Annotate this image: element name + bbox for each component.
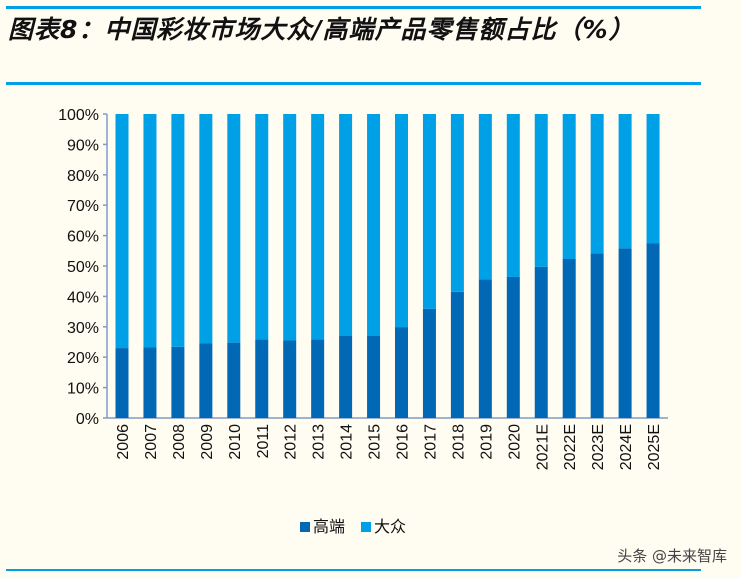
bar-mass bbox=[506, 114, 520, 277]
x-tick-label: 2018 bbox=[450, 424, 467, 460]
legend-item-mass: 大众 bbox=[361, 513, 406, 537]
bar-high-end bbox=[646, 243, 660, 418]
y-tick-label: 20% bbox=[67, 350, 99, 367]
bar-mass bbox=[450, 114, 464, 292]
y-tick-label: 40% bbox=[67, 289, 99, 306]
bar-mass bbox=[590, 114, 604, 254]
bar-high-end bbox=[478, 279, 492, 418]
bar-mass bbox=[171, 114, 185, 347]
chart-title: 图表8：中国彩妆市场大众/高端产品零售额占比（%） bbox=[8, 15, 635, 44]
bar-high-end bbox=[395, 327, 408, 418]
y-tick-label: 50% bbox=[67, 259, 99, 276]
title-underline bbox=[6, 82, 701, 85]
x-tick-label: 2020 bbox=[506, 424, 523, 460]
bar-high-end bbox=[618, 248, 632, 418]
y-tick-label: 70% bbox=[67, 198, 99, 215]
legend-swatch-high-end bbox=[300, 522, 310, 532]
x-tick-label: 2012 bbox=[283, 424, 300, 460]
bar-mass bbox=[646, 114, 660, 244]
bar-mass bbox=[422, 114, 436, 309]
bar-high-end bbox=[115, 348, 129, 418]
bar-high-end bbox=[422, 308, 436, 418]
bar-mass bbox=[283, 114, 297, 341]
x-tick-label: 2024E bbox=[618, 424, 635, 470]
bar-high-end bbox=[534, 266, 548, 418]
y-tick-label: 10% bbox=[67, 381, 99, 398]
y-tick-label: 60% bbox=[67, 229, 99, 246]
y-tick-label: 30% bbox=[67, 320, 99, 337]
bar-high-end bbox=[171, 346, 185, 418]
bar-mass bbox=[227, 114, 241, 343]
legend-label-mass: 大众 bbox=[374, 517, 407, 536]
x-tick-label: 2021E bbox=[534, 424, 551, 470]
bar-mass bbox=[143, 114, 157, 348]
legend-swatch-mass bbox=[361, 522, 372, 532]
x-tick-label: 2019 bbox=[478, 424, 495, 460]
bar-mass bbox=[534, 114, 548, 267]
bar-mass bbox=[618, 114, 632, 249]
bar-high-end bbox=[199, 343, 213, 418]
bar-high-end bbox=[339, 335, 353, 418]
top-rule bbox=[6, 6, 701, 9]
y-tick-label: 0% bbox=[76, 411, 99, 428]
bar-mass bbox=[115, 114, 129, 349]
x-tick-label: 2011 bbox=[255, 424, 272, 459]
bar-mass bbox=[311, 114, 325, 340]
bar-high-end bbox=[367, 335, 381, 418]
x-tick-label: 2006 bbox=[115, 424, 132, 460]
bar-mass bbox=[478, 114, 492, 280]
x-tick-label: 2008 bbox=[171, 424, 188, 460]
legend: 高端 大众 bbox=[300, 513, 406, 537]
bar-mass bbox=[562, 114, 576, 260]
bar-mass bbox=[255, 114, 269, 340]
x-tick-label: 2010 bbox=[227, 424, 244, 460]
bar-high-end bbox=[590, 253, 604, 418]
bar-high-end bbox=[562, 259, 576, 418]
watermark: 头条 @未来智库 bbox=[617, 547, 727, 565]
x-tick-label: 2023E bbox=[590, 424, 607, 470]
bar-mass bbox=[395, 114, 408, 328]
bar-high-end bbox=[506, 276, 520, 418]
legend-item-high-end: 高端 bbox=[300, 513, 345, 537]
bar-mass bbox=[199, 114, 213, 344]
bar-high-end bbox=[311, 339, 325, 418]
x-tick-label: 2013 bbox=[311, 424, 328, 460]
x-tick-label: 2025E bbox=[646, 424, 663, 470]
y-tick-label: 90% bbox=[67, 137, 99, 154]
bar-high-end bbox=[227, 342, 241, 418]
x-tick-label: 2015 bbox=[367, 424, 384, 460]
x-tick-label: 2009 bbox=[199, 424, 216, 460]
bar-high-end bbox=[255, 339, 269, 418]
x-tick-label: 2017 bbox=[422, 424, 439, 460]
x-tick-label: 2022E bbox=[562, 424, 579, 470]
bar-mass bbox=[339, 114, 353, 336]
bar-mass bbox=[367, 114, 381, 336]
bar-high-end bbox=[283, 340, 297, 418]
legend-label-high-end: 高端 bbox=[313, 517, 346, 536]
x-tick-label: 2014 bbox=[339, 424, 356, 460]
x-tick-label: 2007 bbox=[143, 424, 160, 460]
y-tick-label: 100% bbox=[58, 107, 99, 124]
bottom-rule bbox=[6, 569, 701, 571]
y-tick-label: 80% bbox=[67, 168, 99, 185]
bar-high-end bbox=[450, 291, 464, 418]
x-tick-label: 2016 bbox=[395, 424, 412, 460]
bar-high-end bbox=[143, 347, 157, 418]
